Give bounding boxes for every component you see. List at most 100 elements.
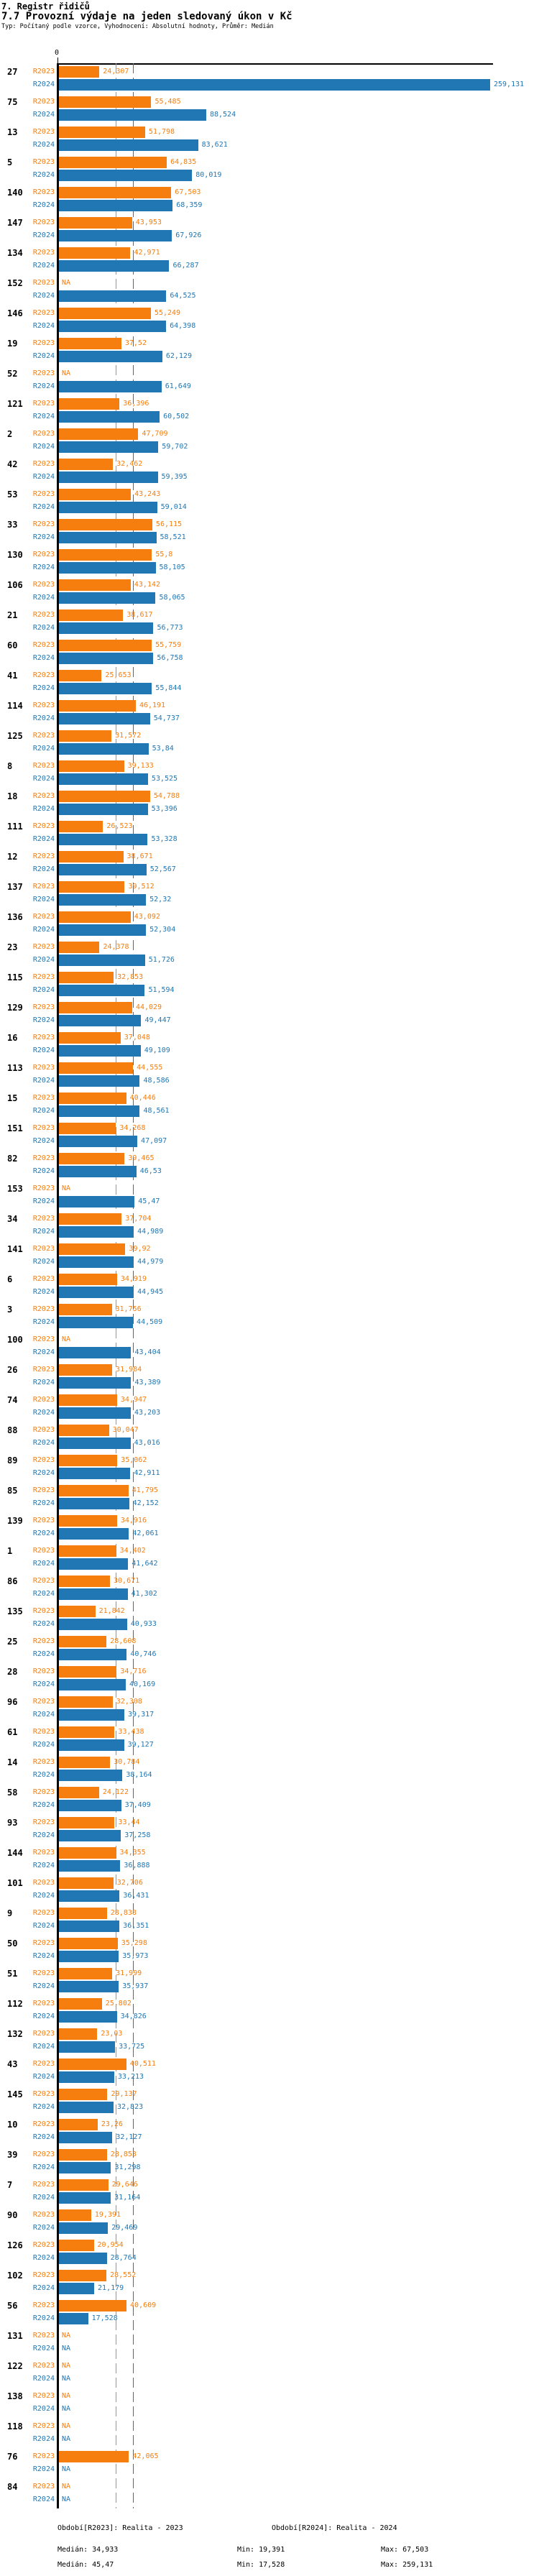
bar-r2023 [59,247,131,259]
value-label: 32,706 [116,1879,143,1887]
series-label: R2023 [32,581,55,589]
bar-r2023 [59,1576,111,1587]
bar-group: 96 R2023 32,308 R2024 39,317 [0,1695,539,1725]
value-label: 21,842 [98,1607,125,1615]
value-label: 31,984 [116,1366,142,1374]
bar-r2023 [59,579,131,591]
bar-r2023 [59,1847,116,1859]
series-row-r2024: R2024 58,065 [0,592,539,604]
bar-r2024 [59,562,156,574]
category-label: 89 [7,1455,18,1466]
value-label: 25,653 [105,671,132,679]
series-row-r2023: R2023 30,047 [0,1425,539,1436]
bar-r2024 [59,351,162,362]
series-row-r2023: R2023 21,842 [0,1606,539,1617]
series-row-r2024: R2024 259,131 [0,79,539,91]
series-row-r2024: R2024 NA [0,2434,539,2445]
series-label: R2024 [32,473,55,481]
series-row-r2024: R2024 32,823 [0,2102,539,2113]
value-label: 21,179 [98,2284,124,2292]
bar-r2023 [59,1757,111,1768]
series-row-r2023: R2023 35,298 [0,1938,539,1949]
value-label: 32,127 [116,2133,142,2141]
category-label: 138 [7,2391,23,2401]
series-row-r2023: R2023 28,838 [0,1908,539,1919]
series-label: R2024 [32,1922,55,1930]
category-label: 2 [7,429,13,439]
value-label: 44,945 [137,1288,164,1296]
value-label: 80,019 [195,171,222,179]
bar-group: 106 R2023 43,142 R2024 58,065 [0,578,539,608]
series-label: R2023 [32,2030,55,2038]
value-label: 51,726 [148,956,175,964]
bar-r2024 [59,1800,121,1811]
series-label: R2023 [32,2150,55,2158]
category-label: 9 [7,1908,13,1918]
bar-r2024 [59,985,145,996]
bar-r2024 [59,1739,124,1751]
category-label: 52 [7,369,18,379]
value-label: 31,756 [115,1305,142,1313]
bar-group: 140 R2023 67,503 R2024 68,359 [0,185,539,216]
series-label: R2024 [32,231,55,239]
value-label: 39,127 [127,1741,154,1749]
bar-r2024 [59,1770,123,1781]
value-label: NA [62,1184,71,1192]
series-row-r2023: R2023 39,133 [0,760,539,772]
bar-group: 75 R2023 55,485 R2024 88,524 [0,95,539,125]
bar-r2024 [59,1377,132,1389]
category-label: 140 [7,188,23,198]
value-label: 61,649 [165,382,191,390]
series-label: R2024 [32,1771,55,1779]
series-row-r2023: R2023 NA [0,368,539,380]
series-label: R2024 [32,1046,55,1054]
series-label: R2024 [32,775,55,783]
bar-r2023 [59,1515,117,1527]
category-label: 21 [7,610,18,620]
series-row-r2024: R2024 67,926 [0,230,539,242]
value-label: 34,826 [120,2012,147,2020]
value-label: 47,709 [142,430,168,438]
series-row-r2023: R2023 51,798 [0,126,539,138]
bar-group: 61 R2023 33,438 R2024 39,127 [0,1725,539,1755]
category-label: 101 [7,1878,23,1888]
series-row-r2024: R2024 53,525 [0,773,539,785]
x-axis-line [57,63,493,65]
series-label: R2024 [32,1197,55,1205]
series-row-r2024: R2024 53,396 [0,804,539,815]
series-row-r2023: R2023 24,378 [0,942,539,953]
bar-group: 6 R2023 34,919 R2024 44,945 [0,1272,539,1302]
series-label: R2023 [32,1547,55,1555]
value-label: NA [62,2392,71,2400]
value-label: 41,642 [132,1560,158,1568]
series-label: R2023 [32,1184,55,1192]
bar-r2023 [59,2149,107,2161]
series-row-r2024: R2024 61,649 [0,381,539,392]
value-label: 48,561 [143,1107,170,1115]
series-label: R2024 [32,322,55,330]
bar-r2024 [59,2102,114,2113]
bar-r2024 [59,1407,132,1419]
series-label: R2023 [32,2452,55,2460]
value-label: 41,795 [132,1486,158,1494]
value-label: 40,746 [130,1650,157,1658]
value-label: 34,402 [119,1547,146,1555]
bar-group: 14 R2023 30,784 R2024 38,164 [0,1755,539,1785]
series-row-r2023: R2023 35,062 [0,1455,539,1466]
series-row-r2023: R2023 55,249 [0,308,539,319]
category-label: 39 [7,2150,18,2160]
category-label: 53 [7,489,18,500]
value-label: 29,646 [111,2181,138,2189]
series-row-r2023: R2023 32,706 [0,1877,539,1889]
series-row-r2023: R2023 31,999 [0,1968,539,1979]
value-label: 46,191 [139,702,166,709]
value-label: NA [62,2496,71,2503]
series-row-r2024: R2024 40,933 [0,1619,539,1630]
series-row-r2024: R2024 56,758 [0,653,539,664]
series-row-r2024: R2024 37,258 [0,1830,539,1841]
series-row-r2023: R2023 34,402 [0,1545,539,1557]
series-row-r2024: R2024 NA [0,2494,539,2506]
series-label: R2024 [32,1801,55,1809]
bar-r2023 [59,1485,129,1496]
series-row-r2024: R2024 31,164 [0,2192,539,2204]
